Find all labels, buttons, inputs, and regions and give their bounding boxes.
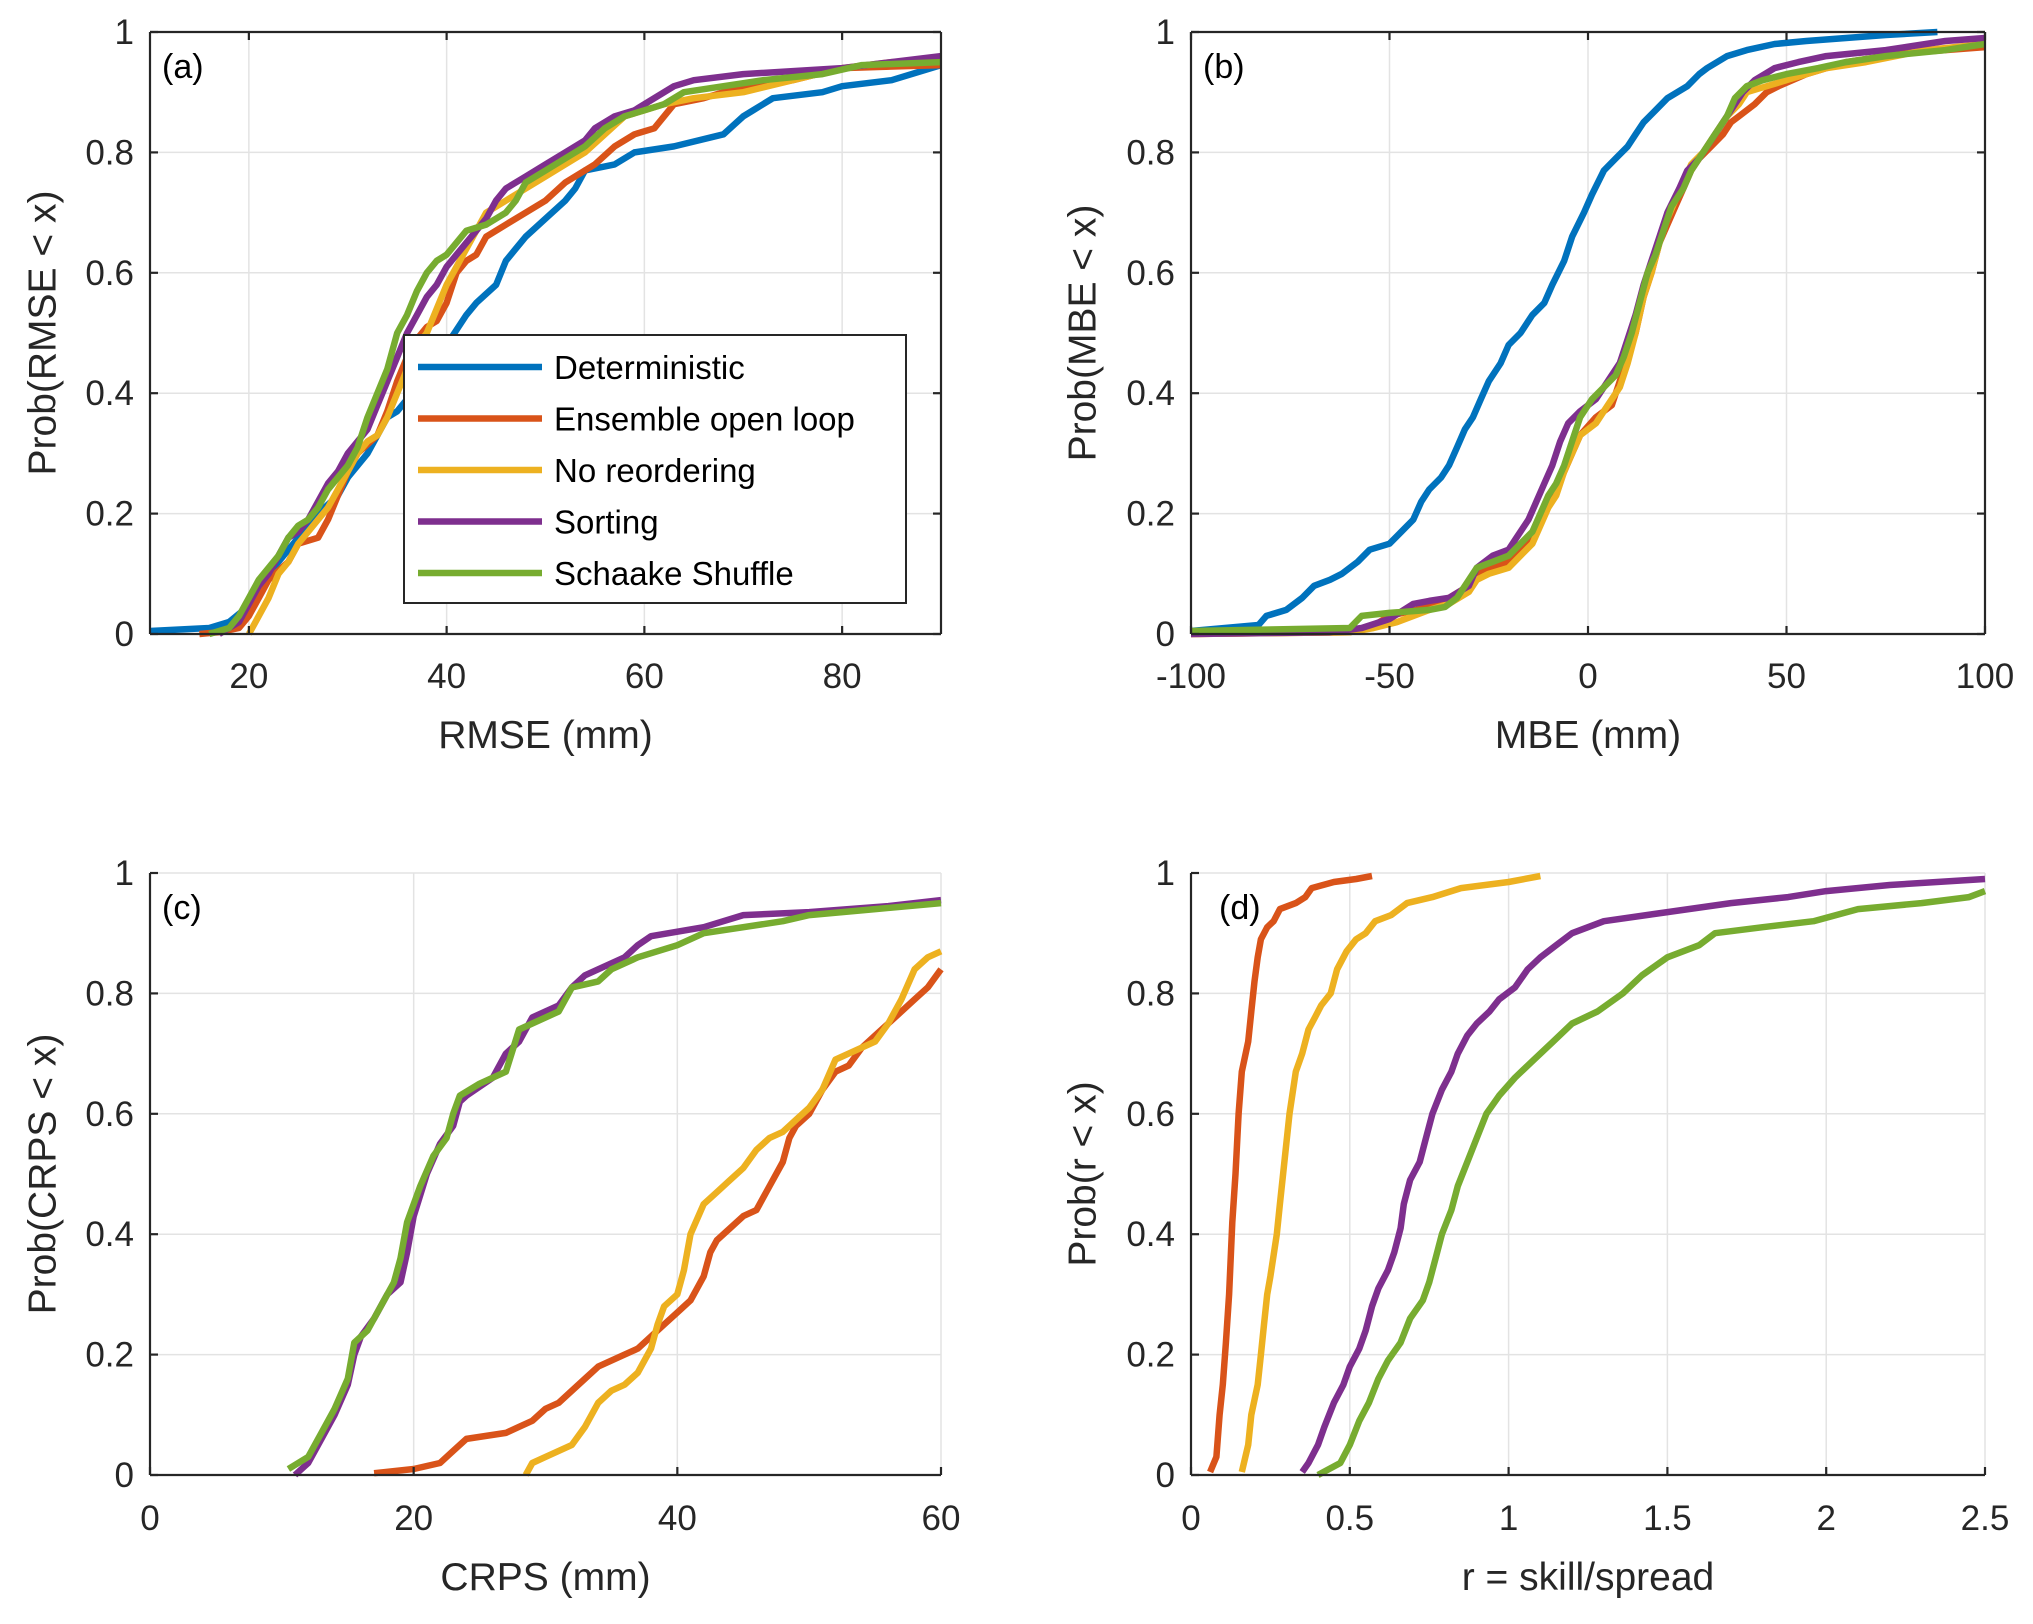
x-tick-label: 100 <box>1956 657 2014 696</box>
x-axis-label: r = skill/spread <box>1462 1556 1715 1599</box>
axes: 20 40 60 80 0 0.2 0.4 0.6 0.8 1 <box>85 13 943 696</box>
x-tick-label: 2 <box>1816 1499 1835 1538</box>
series-group <box>149 52 942 638</box>
series-line-no-reordering <box>1190 40 1986 638</box>
legend-entry-label: Ensemble open loop <box>554 401 855 438</box>
y-tick-label: 0.6 <box>85 1095 134 1134</box>
panel-b: -100 -50 0 50 100 0 0.2 0.4 0.6 0.8 1 MBE (mm) Prob(… <box>1062 13 2015 757</box>
legend-entry-label: No reordering <box>554 452 756 489</box>
y-tick-label: 0.6 <box>1126 254 1175 293</box>
series-line-deterministic <box>149 61 942 635</box>
y-tick-label: 0.2 <box>85 1336 134 1375</box>
x-tick-label: 0 <box>1578 657 1597 696</box>
x-tick-label: 1 <box>1499 1499 1518 1538</box>
x-tick-label: 20 <box>229 657 268 696</box>
x-tick-label: 40 <box>658 1499 697 1538</box>
series-line-ensemble-open-loop <box>1207 872 1373 1474</box>
x-tick-label: 0.5 <box>1325 1499 1374 1538</box>
x-axis-label: RMSE (mm) <box>438 714 652 757</box>
series-group <box>286 896 944 1478</box>
y-axis-label: Prob(RMSE < x) <box>22 191 65 476</box>
panel-c: 0 20 40 60 0 0.2 0.4 0.6 0.8 1 CRPS (mm) Prob(CRPS … <box>22 854 961 1599</box>
x-tick-label: -50 <box>1364 657 1415 696</box>
series-group <box>1190 28 1986 638</box>
x-tick-label: 80 <box>823 657 862 696</box>
y-tick-label: 0.4 <box>1126 1215 1175 1254</box>
x-tick-label: 0 <box>140 1499 159 1538</box>
series-line-schaake-shuffle <box>286 899 942 1472</box>
x-tick-label: -100 <box>1156 657 1226 696</box>
y-tick-label: 0.2 <box>1126 495 1175 534</box>
y-tick-label: 0.2 <box>85 495 134 534</box>
y-tick-label: 0.6 <box>1126 1095 1175 1134</box>
panel-label: (b) <box>1203 48 1245 86</box>
series-line-schaake-shuffle <box>1316 888 1987 1478</box>
y-tick-label: 1 <box>1156 13 1175 52</box>
y-tick-label: 0.4 <box>85 374 134 413</box>
y-tick-label: 0.8 <box>85 974 134 1013</box>
axes: -100 -50 0 50 100 0 0.2 0.4 0.6 0.8 1 <box>1126 13 2014 696</box>
y-tick-label: 0 <box>1156 1456 1175 1495</box>
series-line-no-reordering <box>522 948 943 1477</box>
x-axis-label: MBE (mm) <box>1495 714 1681 757</box>
y-tick-label: 0.8 <box>1126 974 1175 1013</box>
series-line-no-reordering <box>1238 872 1542 1473</box>
panel-label: (a) <box>162 48 204 86</box>
panel-d: 0 0.5 1 1.5 2 2.5 0 0.2 0.4 0.6 0.8 1 r = skill/spre… <box>1062 854 2010 1599</box>
y-tick-label: 0.8 <box>1126 133 1175 172</box>
x-tick-label: 50 <box>1767 657 1806 696</box>
gridlines <box>1190 872 1986 1476</box>
y-tick-label: 0.6 <box>85 254 134 293</box>
x-tick-label: 1.5 <box>1643 1499 1692 1538</box>
y-tick-label: 0 <box>115 1456 134 1495</box>
y-tick-label: 0 <box>1156 615 1175 654</box>
legend-entry-label: Schaake Shuffle <box>554 555 794 592</box>
series-group <box>1207 872 1987 1478</box>
x-tick-label: 2.5 <box>1961 1499 2010 1538</box>
x-tick-label: 0 <box>1181 1499 1200 1538</box>
gridlines <box>1190 31 1986 635</box>
x-tick-label: 20 <box>394 1499 433 1538</box>
axes: 0 20 40 60 0 0.2 0.4 0.6 0.8 1 <box>85 854 960 1538</box>
panel-label: (c) <box>162 889 202 927</box>
y-tick-label: 0.2 <box>1126 1336 1175 1375</box>
panel-label: (d) <box>1219 889 1261 927</box>
series-line-schaake-shuffle <box>1190 40 1986 635</box>
legend: Deterministic Ensemble open loop No reorde… <box>403 334 907 604</box>
panel-a: 20 40 60 80 0 0.2 0.4 0.6 0.8 1 RMSE (mm) Prob(RMSE… <box>22 13 943 757</box>
y-tick-label: 0.4 <box>85 1215 134 1254</box>
legend-entry-label: Deterministic <box>554 349 745 386</box>
x-tick-label: 60 <box>625 657 664 696</box>
series-line-ensemble-open-loop <box>373 967 944 1477</box>
series-line-schaake-shuffle <box>208 58 942 638</box>
gridlines <box>149 872 942 1476</box>
series-line-deterministic <box>1190 28 1938 635</box>
y-axis-label: Prob(MBE < x) <box>1062 205 1105 462</box>
x-tick-label: 40 <box>427 657 466 696</box>
series-line-sorting <box>1299 875 1986 1474</box>
y-tick-label: 1 <box>115 13 134 52</box>
y-axis-label: Prob(r < x) <box>1062 1081 1105 1266</box>
y-tick-label: 0.4 <box>1126 374 1175 413</box>
x-tick-label: 60 <box>922 1499 961 1538</box>
x-axis-label: CRPS (mm) <box>440 1556 650 1599</box>
y-axis-label: Prob(CRPS < x) <box>22 1034 65 1315</box>
y-tick-label: 1 <box>1156 854 1175 893</box>
y-tick-label: 1 <box>115 854 134 893</box>
legend-entry-label: Sorting <box>554 504 659 541</box>
y-tick-label: 0.8 <box>85 133 134 172</box>
axes: 0 0.5 1 1.5 2 2.5 0 0.2 0.4 0.6 0.8 1 <box>1126 854 2009 1538</box>
y-tick-label: 0 <box>115 615 134 654</box>
